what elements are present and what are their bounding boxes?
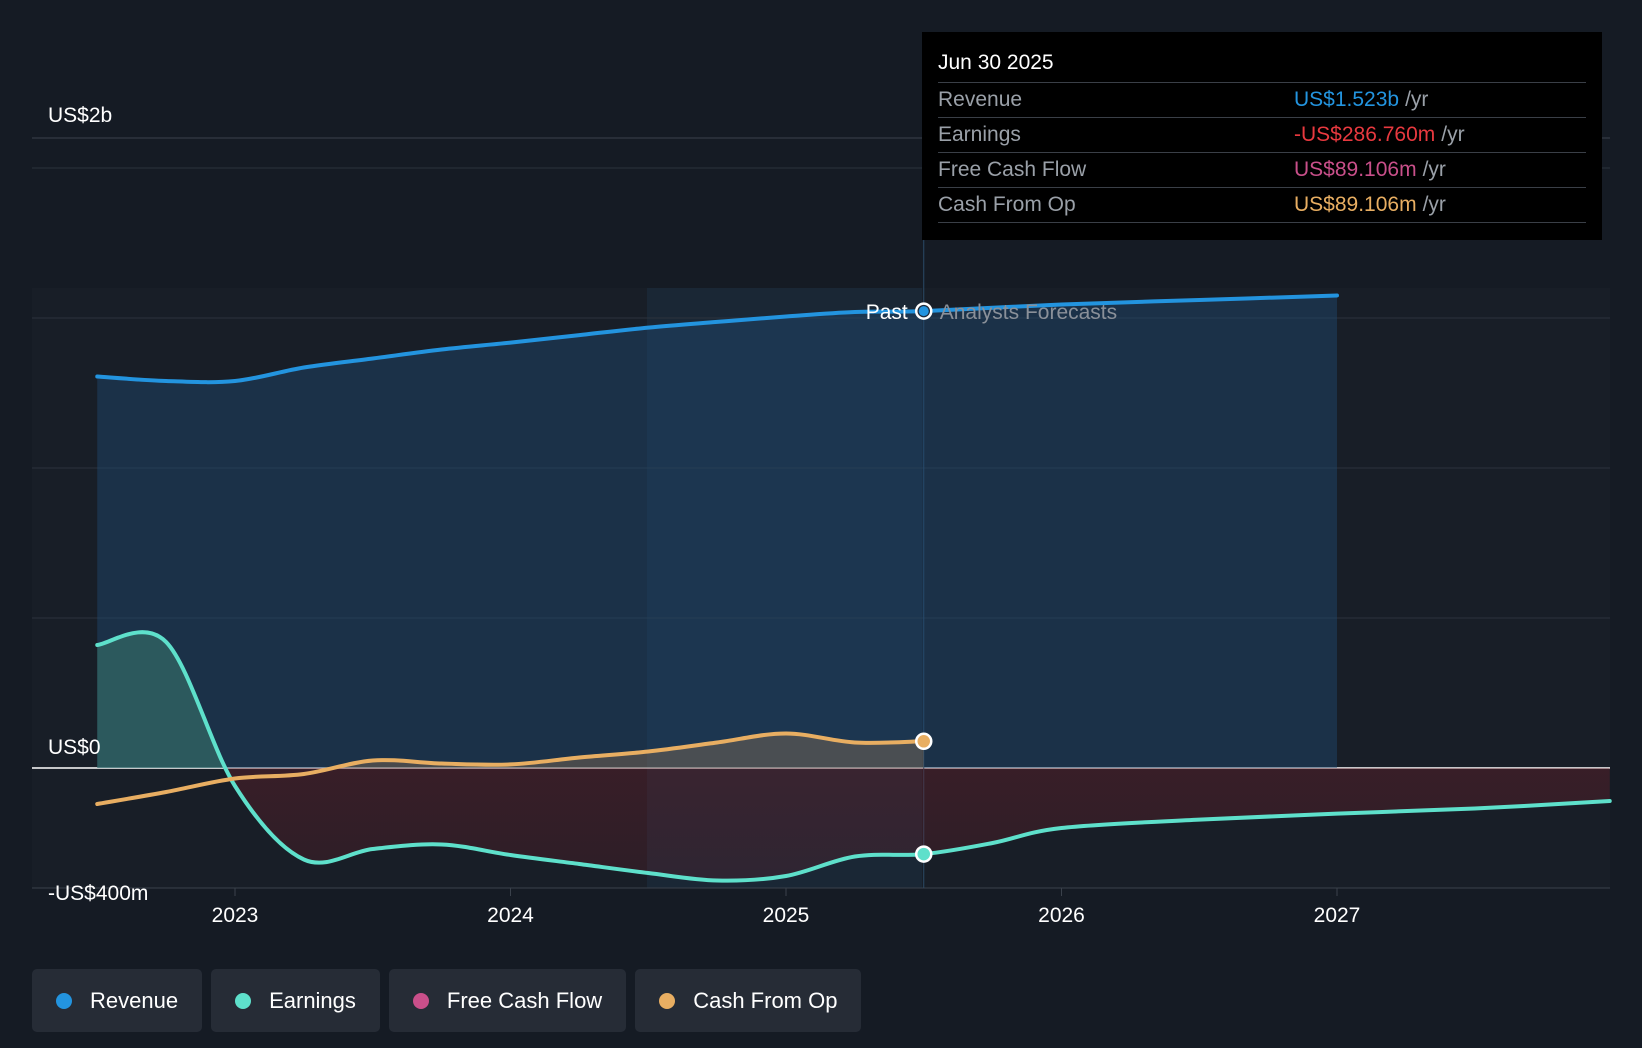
revenue-marker-core	[918, 306, 929, 317]
cash-from-op-line	[95, 731, 926, 806]
legend-dot-icon	[56, 992, 72, 1009]
cash-from-op-area	[97, 733, 924, 768]
legend-item-cash-from-op[interactable]: Cash From Op	[635, 969, 862, 1032]
earnings-line	[95, 630, 1612, 883]
legend-item-revenue[interactable]: Revenue	[32, 969, 203, 1032]
chart-legend: Revenue Earnings Free Cash Flow Cash Fro…	[32, 969, 862, 1032]
revenue-line	[95, 293, 1339, 385]
tooltip-unit: /yr	[1422, 158, 1446, 181]
legend-label: Cash From Op	[693, 987, 838, 1013]
x-tick-label: 2023	[212, 904, 259, 927]
legend-item-free-cash-flow[interactable]: Free Cash Flow	[388, 969, 627, 1032]
tooltip-row-revenue: Revenue US$1.523b /yr	[938, 83, 1586, 118]
y-tick-label: -US$400m	[48, 882, 148, 905]
y-tick-label: US$0	[48, 736, 101, 759]
tooltip-unit: /yr	[1405, 88, 1429, 111]
revenue-area	[97, 295, 1337, 768]
cash-from-op-marker[interactable]	[915, 732, 933, 751]
tooltip-label: Earnings	[938, 123, 1021, 146]
tooltip-row-earnings: Earnings -US$286.760m /yr	[938, 118, 1586, 153]
y-tick-label: US$2b	[48, 104, 112, 127]
tooltip-value: US$89.106m	[1294, 193, 1417, 216]
tooltip-row-free-cash-flow: Free Cash Flow US$89.106m /yr	[938, 153, 1586, 188]
tooltip-unit: /yr	[1422, 193, 1446, 216]
tooltip-panel: Jun 30 2025 Revenue US$1.523b /yr Earnin…	[922, 32, 1602, 240]
x-tick-label: 2024	[487, 904, 534, 927]
tooltip-label: Revenue	[938, 88, 1023, 111]
tooltip-date: Jun 30 2025	[938, 46, 1586, 83]
x-tick-label: 2026	[1038, 904, 1085, 927]
legend-item-earnings[interactable]: Earnings	[211, 969, 380, 1032]
tooltip-label: Cash From Op	[938, 193, 1076, 216]
legend-dot-icon	[235, 992, 252, 1009]
legend-dot-icon	[659, 992, 676, 1009]
earnings-marker[interactable]	[915, 845, 933, 863]
x-tick-label: 2025	[763, 904, 810, 927]
legend-dot-icon	[412, 992, 429, 1009]
tooltip-unit: /yr	[1441, 123, 1465, 146]
x-tick-label: 2027	[1314, 904, 1361, 927]
tooltip-value: US$89.106m	[1294, 158, 1417, 181]
legend-label: Earnings	[269, 987, 356, 1013]
tooltip-value: US$1.523b	[1294, 88, 1400, 111]
earnings-negative-area	[97, 768, 1610, 881]
tooltip-row-cash-from-op: Cash From Op US$89.106m /yr	[938, 188, 1586, 223]
legend-label: Revenue	[90, 987, 179, 1013]
tooltip-value: -US$286.760m	[1294, 123, 1436, 146]
legend-label: Free Cash Flow	[446, 987, 603, 1013]
past-label: Past	[866, 301, 908, 324]
forecast-label: Analysts Forecasts	[940, 301, 1117, 324]
tooltip-label: Free Cash Flow	[938, 158, 1087, 181]
